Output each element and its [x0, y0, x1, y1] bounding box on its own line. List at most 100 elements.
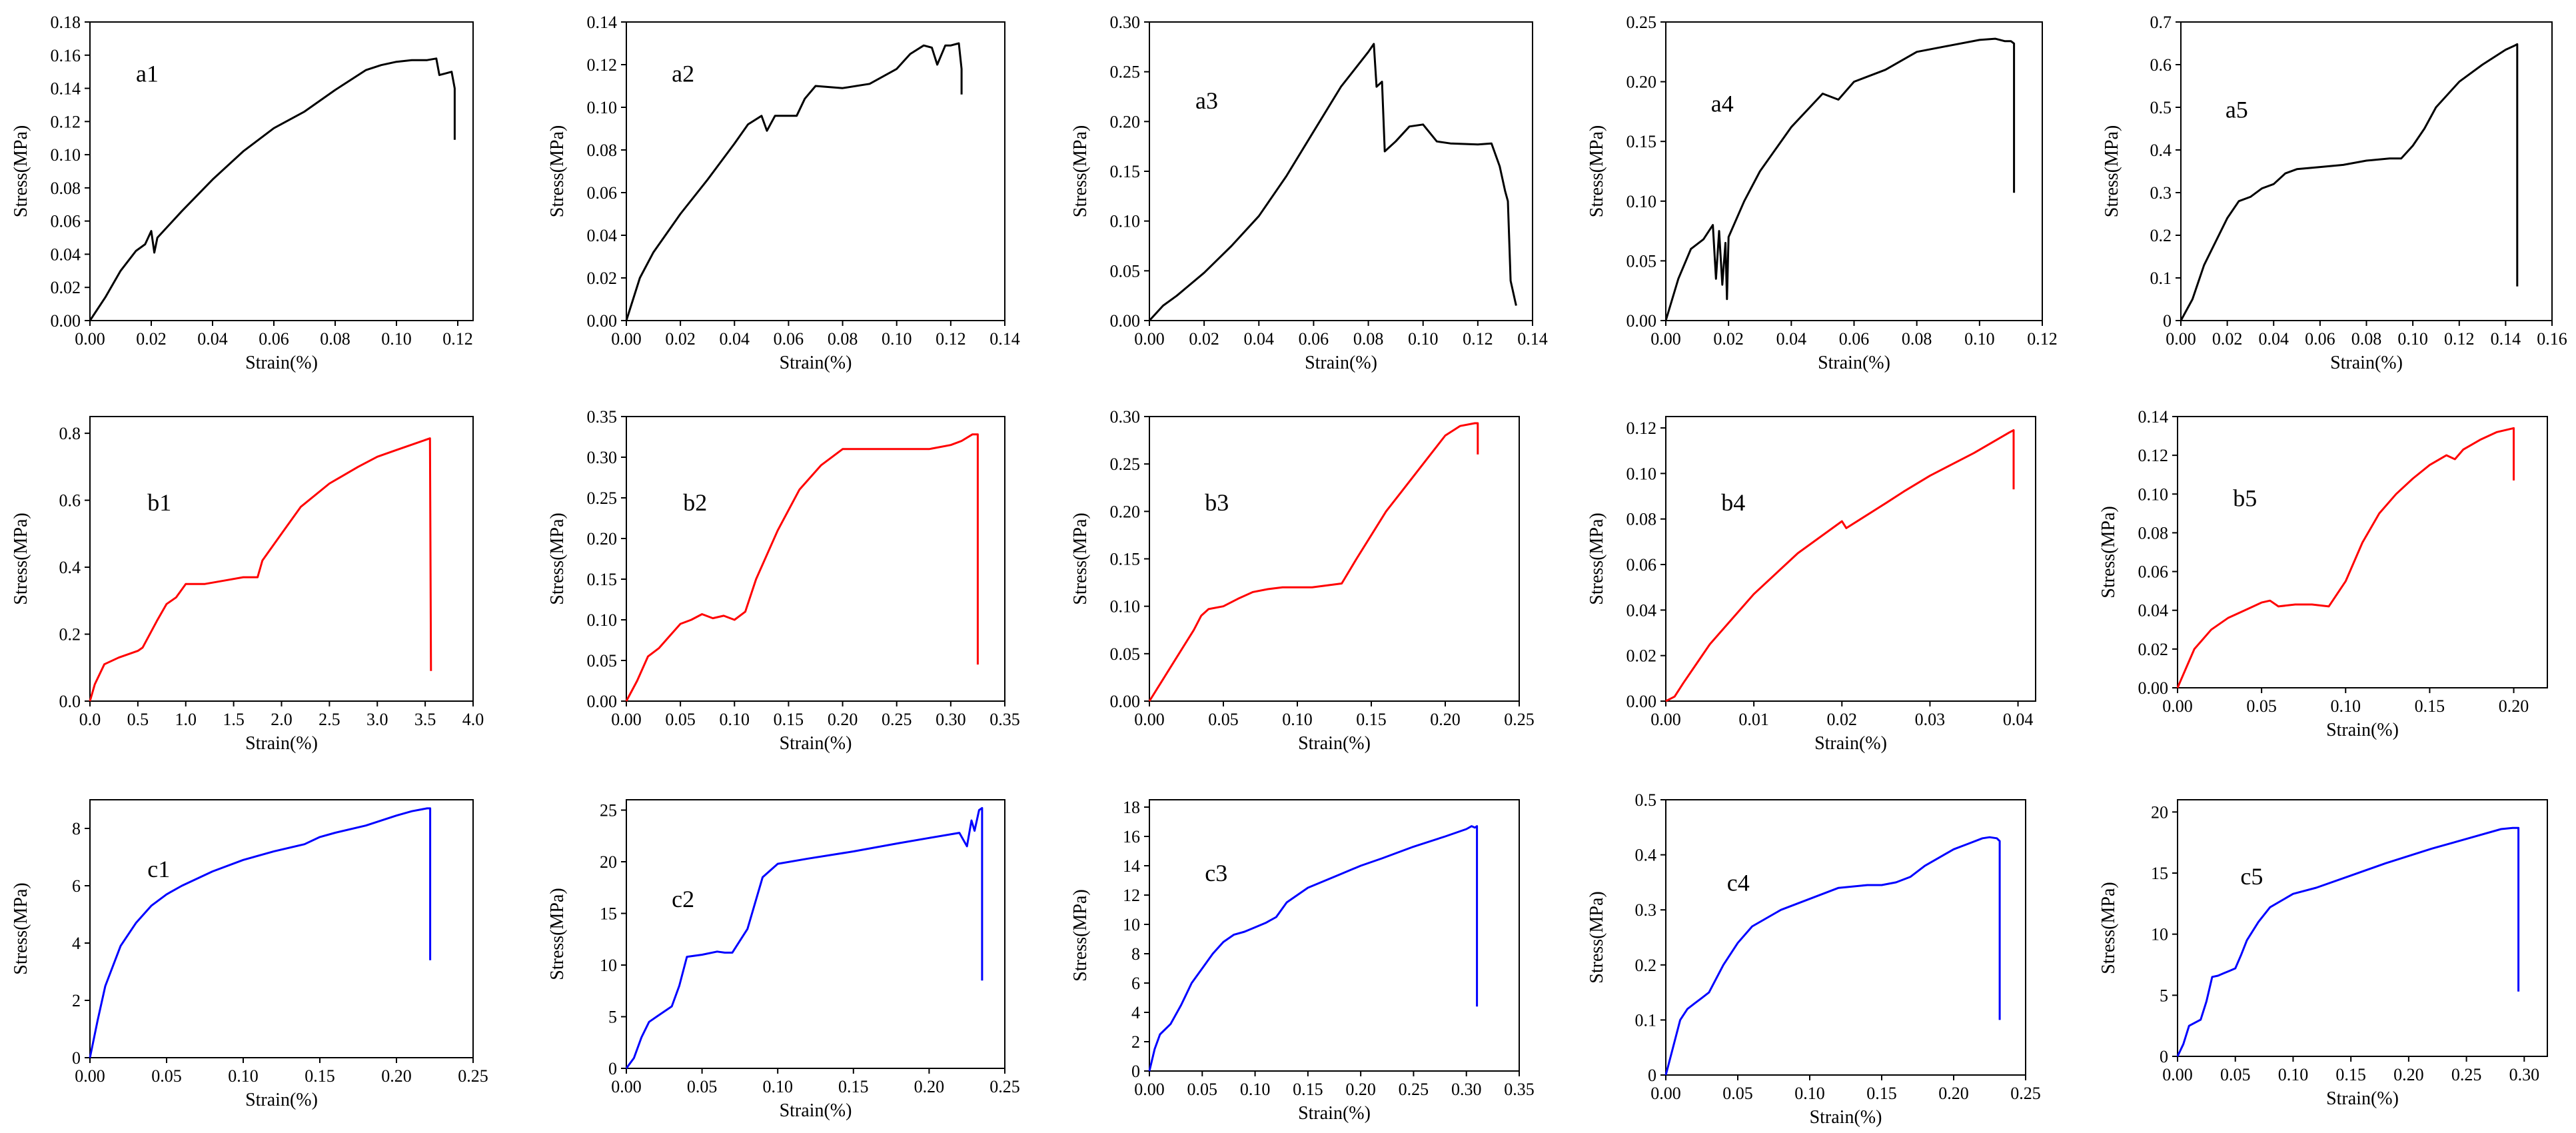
panel-label-c4: c4 — [1727, 869, 1750, 896]
series-line-c5 — [2176, 826, 2520, 1057]
x-tick-label: 0.30 — [936, 710, 966, 729]
x-tick-label: 0.10 — [882, 329, 912, 349]
plot-frame — [89, 21, 474, 321]
x-tick-label: 1.5 — [223, 710, 245, 729]
y-tick-label: 0.3 — [1635, 900, 1657, 920]
x-tick-label: 0.05 — [2220, 1065, 2251, 1084]
panel-label-c2: c2 — [672, 886, 694, 912]
x-tick-label: 0.10 — [1408, 329, 1439, 349]
x-tick-label: 0.00 — [2166, 329, 2196, 349]
y-tick-label: 0.10 — [1626, 464, 1657, 483]
y-tick-label: 20 — [600, 852, 617, 872]
y-tick-label: 0.08 — [2138, 523, 2169, 543]
x-tick-label: 0.15 — [1866, 1084, 1897, 1103]
y-axis-label: Stress(MPa) — [547, 888, 568, 980]
y-axis-label: Stress(MPa) — [1587, 891, 1607, 983]
x-tick-label: 0.14 — [2491, 329, 2521, 349]
y-tick-label: 0.2 — [1635, 956, 1657, 975]
y-tick-label: 0.15 — [1626, 132, 1657, 151]
plot-frame — [1149, 416, 1520, 702]
x-tick-label: 0.20 — [828, 710, 858, 729]
y-tick-label: 0.06 — [2138, 563, 2169, 582]
x-tick-label: 0.16 — [2537, 329, 2567, 349]
x-tick-label: 0.15 — [774, 710, 804, 729]
x-tick-label: 0.10 — [1240, 1080, 1271, 1099]
y-axis-label: Stress(MPa) — [2102, 125, 2122, 217]
chart-a3: 0.00 0.02 0.04 0.06 0.08 0.10 0.12 0.14 0.00 0.05… — [1070, 13, 1548, 373]
y-tick-label: 0.10 — [1626, 192, 1657, 211]
y-tick-label: 0.05 — [587, 651, 618, 670]
x-tick-label: 0.14 — [1517, 329, 1548, 349]
y-tick-label: 4 — [72, 934, 81, 953]
series-line-a1 — [89, 57, 456, 321]
x-tick-label: 0.10 — [2278, 1065, 2309, 1084]
y-tick-label: 0.15 — [1110, 162, 1141, 181]
y-tick-label: 5 — [2160, 986, 2168, 1005]
x-tick-label: 0.00 — [1134, 710, 1165, 729]
y-tick-label: 0.10 — [2138, 485, 2169, 504]
x-tick-label: 0.12 — [936, 329, 966, 349]
y-tick-label: 5 — [608, 1008, 617, 1027]
y-tick-label: 0.6 — [2150, 55, 2172, 75]
x-tick-label: 0.00 — [75, 1066, 105, 1086]
y-tick-label: 0.06 — [1626, 555, 1657, 574]
y-tick-label: 0.20 — [1626, 73, 1657, 92]
chart-c3: 0.00 0.05 0.10 0.15 0.20 0.25 0.30 0.35 0 2 4 6 8 10 1… — [1070, 798, 1535, 1124]
y-tick-label: 0 — [608, 1059, 617, 1078]
y-tick-label: 0.20 — [587, 529, 618, 549]
panel-label-c3: c3 — [1205, 860, 1227, 886]
y-tick-label: 0.10 — [51, 145, 81, 165]
y-axis-label: Stress(MPa) — [1070, 889, 1091, 981]
x-tick-label: 0.02 — [136, 329, 167, 349]
x-tick-label: 0.01 — [1738, 710, 1769, 729]
y-tick-label: 0.00 — [1110, 692, 1141, 711]
series-line-b4 — [1665, 429, 2015, 702]
x-tick-label: 0.06 — [774, 329, 804, 349]
chart-a2: 0.00 0.02 0.04 0.06 0.08 0.10 0.12 0.14 0.00 0.02… — [547, 13, 1020, 373]
x-tick-label: 0.30 — [2509, 1065, 2540, 1084]
x-tick-label: 0.10 — [228, 1066, 259, 1086]
x-tick-label: 0.04 — [720, 329, 750, 349]
x-axis-label: Strain(%) — [1298, 1103, 1371, 1124]
panel-label-a3: a3 — [1195, 87, 1218, 114]
plot-frame — [89, 416, 474, 702]
x-axis-label: Strain(%) — [2330, 353, 2403, 373]
x-tick-label: 0.35 — [1504, 1080, 1535, 1099]
y-tick-label: 0.10 — [587, 610, 618, 630]
y-tick-label: 0.30 — [587, 448, 618, 467]
x-tick-label: 0.25 — [1504, 710, 1535, 729]
y-axis-label: Stress(MPa) — [2098, 882, 2119, 974]
y-tick-label: 0.0 — [59, 692, 81, 711]
y-tick-label: 0.04 — [51, 245, 81, 264]
y-tick-label: 0.02 — [51, 278, 81, 297]
y-tick-label: 0.20 — [1110, 112, 1141, 131]
x-tick-label: 0.05 — [665, 710, 696, 729]
series-line-b5 — [2176, 427, 2515, 688]
x-tick-label: 0.15 — [2335, 1065, 2366, 1084]
y-tick-label: 0.06 — [51, 212, 81, 231]
plot-frame — [1665, 799, 2026, 1076]
y-tick-label: 4 — [1131, 1003, 1140, 1022]
x-tick-label: 0.20 — [914, 1077, 945, 1096]
chart-b2: 0.00 0.05 0.10 0.15 0.20 0.25 0.30 0.35 0.00 0.05… — [547, 407, 1020, 754]
chart-b5: 0.00 0.05 0.10 0.15 0.20 0.00 0.02 0.04 0.06 0.08… — [2098, 407, 2548, 740]
x-axis-label: Strain(%) — [2326, 720, 2399, 740]
y-tick-label: 2 — [1131, 1032, 1140, 1052]
x-tick-label: 0.20 — [2393, 1065, 2424, 1084]
x-tick-label: 0.25 — [2451, 1065, 2482, 1084]
y-tick-label: 16 — [1123, 827, 1140, 846]
y-tick-label: 0.30 — [1110, 13, 1141, 32]
series-line-c2 — [625, 806, 983, 1069]
y-tick-label: 8 — [72, 819, 81, 838]
chart-c2: 0.00 0.05 0.10 0.15 0.20 0.25 0 5 10 15 20 25 Strain… — [547, 799, 1020, 1121]
y-tick-label: 0.02 — [2138, 640, 2169, 659]
y-tick-label: 0.14 — [51, 79, 81, 99]
x-tick-label: 0.02 — [2212, 329, 2243, 349]
y-tick-label: 0.15 — [1110, 550, 1141, 569]
chart-a1: 0.00 0.02 0.04 0.06 0.08 0.10 0.12 0.00 0.02 0.04… — [11, 13, 474, 373]
y-axis-label: Stress(MPa) — [547, 125, 568, 217]
x-axis-label: Strain(%) — [245, 353, 318, 373]
x-tick-label: 0.10 — [720, 710, 750, 729]
y-axis-label: Stress(MPa) — [1587, 125, 1607, 217]
x-tick-label: 0.08 — [1902, 329, 1932, 349]
